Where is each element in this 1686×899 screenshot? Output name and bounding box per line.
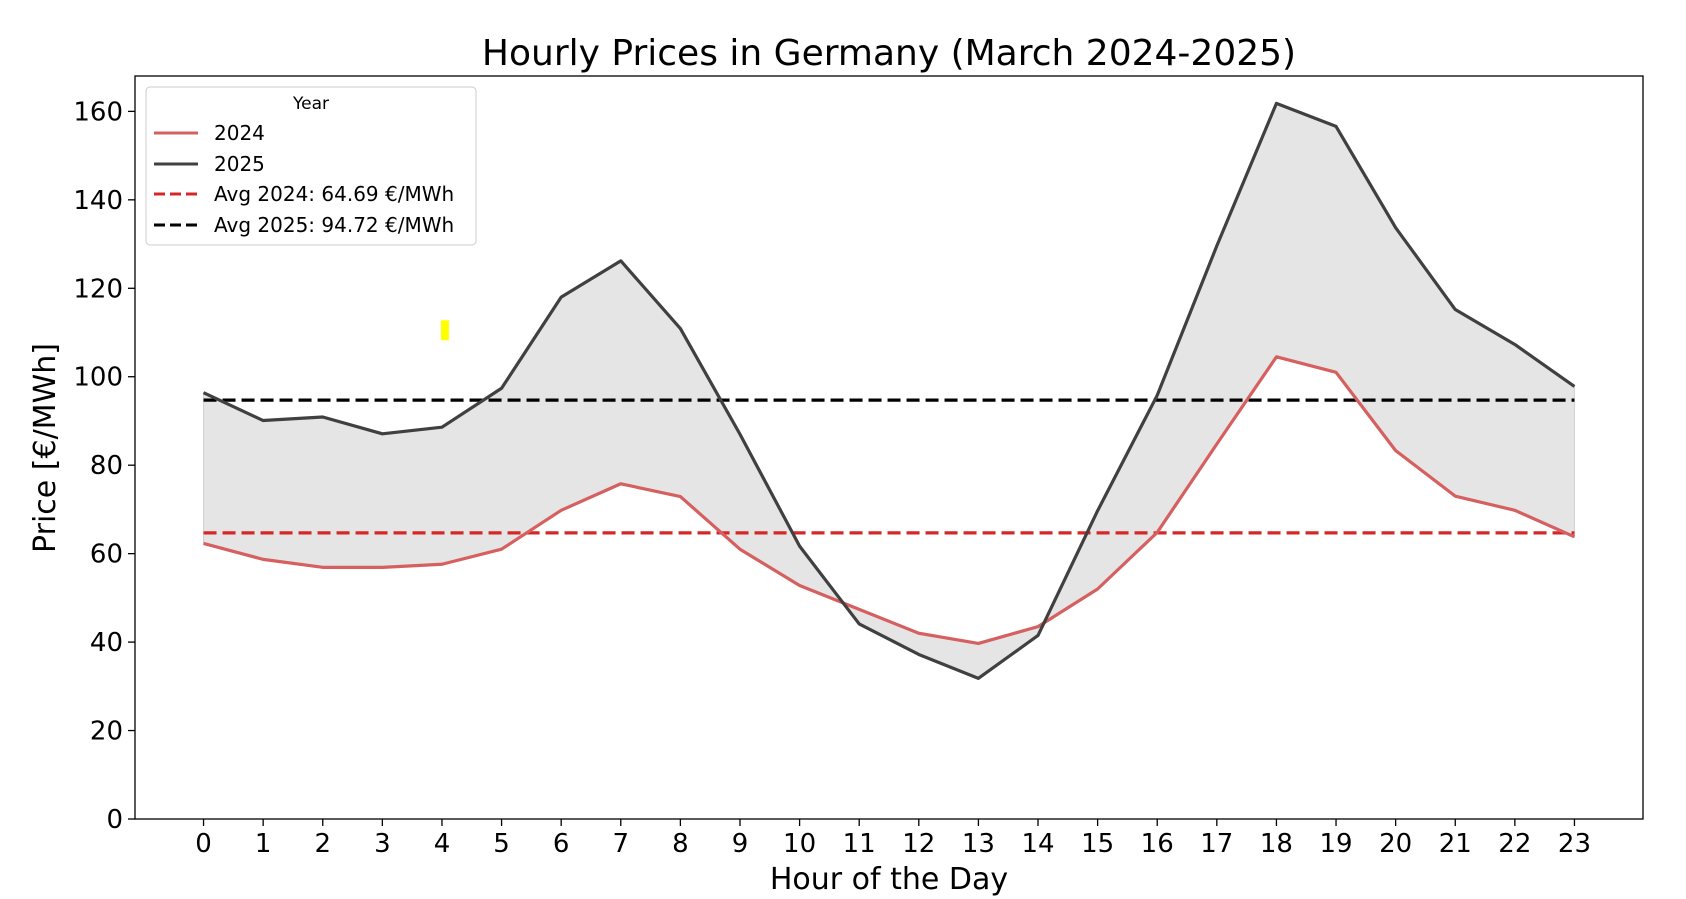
- y-tick-label: 0: [106, 805, 123, 835]
- x-tick-label: 15: [1081, 829, 1114, 859]
- x-tick-label: 5: [493, 829, 510, 859]
- plot-frame: [134, 75, 1644, 820]
- annotation-marker-layer: [440, 320, 449, 341]
- chart-title: Hourly Prices in Germany (March 2024-202…: [482, 33, 1296, 74]
- x-tick-label: 6: [553, 829, 570, 859]
- x-tick-label: 8: [672, 829, 689, 859]
- annotation-marker: [440, 320, 449, 341]
- x-tick-label: 17: [1200, 829, 1233, 859]
- y-tick-label: 40: [90, 628, 123, 658]
- y-tick-label: 160: [73, 97, 123, 127]
- x-tick-label: 7: [613, 829, 630, 859]
- x-tick-label: 11: [843, 829, 876, 859]
- y-tick-label: 20: [90, 717, 123, 747]
- legend-label-2025: 2025: [214, 152, 265, 176]
- x-tick-label: 18: [1260, 829, 1293, 859]
- legend-label-2024: 2024: [214, 121, 265, 145]
- x-tick-label: 22: [1498, 829, 1531, 859]
- x-tick-label: 12: [902, 829, 935, 859]
- legend-title: Year: [292, 94, 329, 114]
- series-line-2024: [203, 355, 1576, 646]
- series-line-2025: [202, 101, 1576, 680]
- x-axis-title: Hour of the Day: [770, 862, 1008, 897]
- series-lines-layer: [202, 101, 1576, 680]
- x-tick-label: 21: [1439, 829, 1472, 859]
- x-tick-label: 16: [1141, 829, 1174, 859]
- x-tick-label: 1: [255, 829, 272, 859]
- x-tick-label: 3: [374, 829, 391, 859]
- x-tick-label: 14: [1021, 829, 1054, 859]
- x-tick-label: 9: [732, 829, 749, 859]
- y-axis-ticks: 0 20 40 60 80 100 120 140 160: [73, 97, 135, 835]
- x-axis-ticks: 0 1 2 3 4 5 6 7 8 9 10 11 12 13 14 15 16 17 18 19 20 21 22 23: [195, 819, 1591, 859]
- x-tick-label: 20: [1379, 829, 1412, 859]
- x-tick-label: 0: [195, 829, 212, 859]
- y-tick-label: 80: [90, 451, 123, 481]
- y-tick-label: 120: [73, 274, 123, 304]
- x-tick-label: 10: [783, 829, 816, 859]
- y-tick-label: 100: [73, 363, 123, 393]
- x-tick-label: 4: [434, 829, 451, 859]
- y-axis-title: Price [€/MWh]: [28, 343, 63, 553]
- x-tick-label: 19: [1319, 829, 1352, 859]
- legend-label-avg-2024: Avg 2024: 64.69 €/MWh: [214, 182, 454, 206]
- y-tick-label: 60: [90, 540, 123, 570]
- legend-box: [145, 86, 477, 246]
- x-tick-label: 2: [314, 829, 331, 859]
- x-tick-label: 13: [962, 829, 995, 859]
- legend-label-avg-2025: Avg 2025: 94.72 €/MWh: [214, 213, 454, 237]
- x-tick-label: 23: [1558, 829, 1591, 859]
- y-tick-label: 140: [73, 186, 123, 216]
- legend: Year 2024 2025 Avg 2024: 64.69 €/MWh Avg…: [145, 86, 477, 246]
